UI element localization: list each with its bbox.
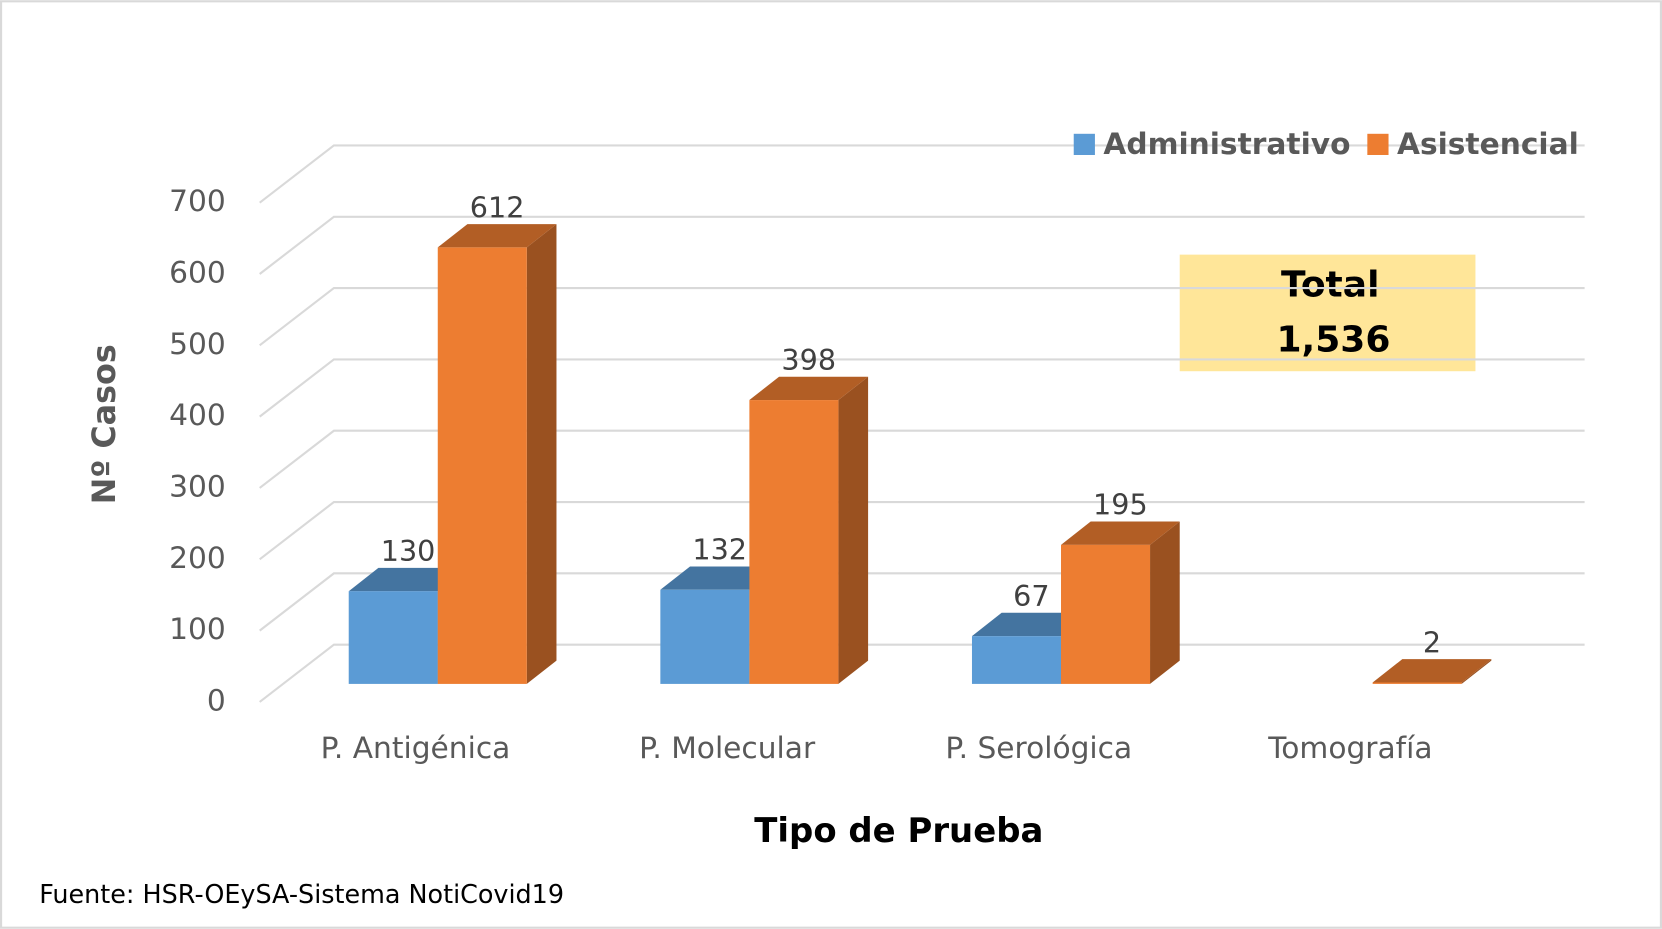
bar-top <box>1372 659 1492 683</box>
source-note: Fuente: HSR-OEySA-Sistema NotiCovid19 <box>39 879 564 909</box>
bar-front <box>749 400 839 684</box>
y-tick-label: 600 <box>169 255 226 290</box>
legend-label: Asistencial <box>1397 126 1579 161</box>
data-label: 2 <box>1423 625 1441 659</box>
y-axis-title: Nº Casos <box>86 344 123 504</box>
bar-front <box>437 247 527 684</box>
total-value: 1,536 <box>1276 320 1390 361</box>
grid-line <box>259 500 1585 561</box>
bar-top <box>437 224 557 248</box>
legend-swatch <box>1073 133 1095 155</box>
y-tick-label: 500 <box>169 326 226 361</box>
bar-side <box>838 376 869 684</box>
grid-line <box>259 358 1585 418</box>
y-tick-label: 0 <box>207 682 226 717</box>
x-tick-label: P. Antigénica <box>321 730 511 765</box>
data-label: 398 <box>781 343 836 377</box>
bar-front <box>348 591 438 684</box>
data-label: 195 <box>1093 488 1148 522</box>
bar-side <box>1150 521 1180 684</box>
bar-side <box>1461 659 1492 684</box>
bar <box>1372 659 1492 684</box>
bar-top <box>348 567 468 592</box>
x-tick-label: P. Molecular <box>639 730 816 765</box>
bar-front <box>660 589 750 684</box>
bar <box>437 224 557 684</box>
data-label: 132 <box>692 533 747 567</box>
data-label: 130 <box>381 534 436 568</box>
y-tick-label: 300 <box>169 468 226 503</box>
bar-front <box>1061 544 1151 684</box>
x-tick-label: Tomografía <box>1267 730 1432 765</box>
legend-label: Administrativo <box>1103 126 1350 161</box>
bar <box>1061 521 1180 684</box>
data-label: 67 <box>1013 579 1049 613</box>
y-tick-label: 200 <box>169 540 226 575</box>
grid-line <box>259 215 1585 275</box>
data-label: 612 <box>470 190 525 224</box>
legend-swatch <box>1367 133 1389 155</box>
x-axis-title: Tipo de Prueba <box>754 811 1043 850</box>
x-tick-label: P. Serológica <box>945 730 1132 765</box>
total-title: Total <box>1281 264 1379 305</box>
bar-front <box>1372 682 1462 684</box>
bar-top <box>749 376 869 401</box>
bar <box>749 376 869 684</box>
y-tick-label: 100 <box>169 611 226 646</box>
bar-side <box>526 224 557 684</box>
grid-line <box>259 287 1585 347</box>
grid-line <box>259 144 1585 204</box>
grid-line <box>259 429 1585 489</box>
bar-top <box>1061 521 1180 545</box>
total-box <box>1179 254 1476 372</box>
y-tick-label: 400 <box>169 397 226 432</box>
y-tick-label: 700 <box>169 183 226 218</box>
bar-front <box>971 636 1062 684</box>
